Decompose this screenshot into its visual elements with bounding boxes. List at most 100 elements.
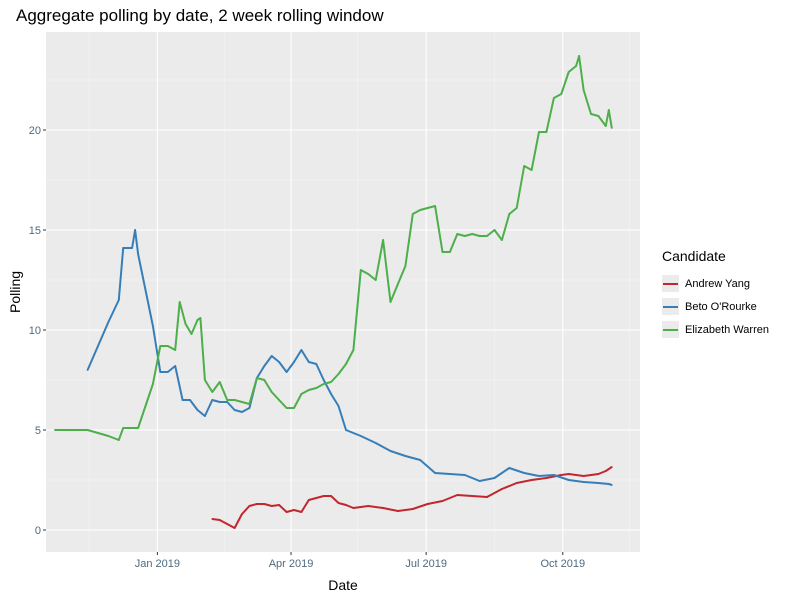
legend-key <box>662 321 679 338</box>
data-point <box>604 125 607 127</box>
data-point <box>263 379 266 381</box>
data-point <box>134 229 137 231</box>
data-point <box>196 409 199 411</box>
data-point <box>248 505 251 507</box>
data-point <box>352 507 355 509</box>
data-point <box>270 505 273 507</box>
data-point <box>300 393 303 395</box>
data-point <box>278 399 280 401</box>
data-point <box>560 93 563 95</box>
data-point <box>300 511 303 513</box>
y-tick-label: 15 <box>29 225 41 237</box>
x-axis-title: Date <box>328 577 358 593</box>
legend-label: Andrew Yang <box>685 277 751 290</box>
data-point <box>359 435 362 437</box>
data-point <box>307 361 310 363</box>
data-point <box>374 279 377 281</box>
data-point <box>97 432 99 434</box>
data-point <box>345 429 347 431</box>
data-point <box>404 265 407 267</box>
data-point <box>478 235 481 237</box>
data-point <box>382 507 384 509</box>
data-point <box>117 299 120 301</box>
data-point <box>211 518 214 520</box>
data-point <box>226 401 229 403</box>
data-point <box>278 361 280 363</box>
axes: 0 5 10 15 20 Jan 2019 Apr 2019 Jul 2019 Oct 2019 <box>29 125 585 570</box>
data-point <box>523 472 526 474</box>
data-point <box>307 499 310 501</box>
data-point <box>486 235 488 237</box>
data-point <box>337 502 340 504</box>
data-point <box>607 483 610 485</box>
data-point <box>248 403 251 405</box>
data-point <box>293 509 295 511</box>
data-point <box>567 71 570 73</box>
data-point <box>501 239 503 241</box>
y-tick-label: 20 <box>29 125 41 137</box>
data-point <box>523 165 526 167</box>
data-point <box>578 55 580 57</box>
data-point <box>607 109 610 111</box>
legend-key <box>662 298 679 315</box>
data-point <box>397 283 399 285</box>
data-point <box>382 239 384 241</box>
data-point <box>471 233 474 235</box>
y-tick-label: 5 <box>35 425 41 437</box>
data-point <box>107 321 110 323</box>
data-point <box>501 488 503 490</box>
data-point <box>166 345 169 347</box>
data-point <box>515 207 518 209</box>
data-point <box>367 505 370 507</box>
data-point <box>597 473 600 475</box>
x-tick-label: Oct 2019 <box>540 558 585 570</box>
series-lines <box>54 55 613 529</box>
x-tick-label: Jul 2019 <box>405 558 447 570</box>
data-point <box>322 383 325 385</box>
data-point <box>122 247 125 249</box>
data-point <box>233 399 236 401</box>
data-point <box>241 401 243 403</box>
data-point <box>597 482 600 484</box>
data-point <box>322 495 325 497</box>
data-point <box>419 209 422 211</box>
data-point <box>545 477 548 479</box>
grid-lines <box>46 32 640 552</box>
data-point <box>204 379 206 381</box>
data-point <box>211 399 214 401</box>
data-point <box>178 301 181 303</box>
data-point <box>233 527 236 529</box>
data-point <box>359 269 362 271</box>
data-point <box>122 427 125 429</box>
x-tick-label: Jan 2019 <box>135 558 180 570</box>
data-point <box>137 427 140 429</box>
data-point <box>456 494 459 496</box>
data-point <box>204 415 206 417</box>
y-axis-title: Polling <box>7 271 23 313</box>
data-point <box>337 405 340 407</box>
data-point <box>233 409 236 411</box>
legend-label: Beto O'Rourke <box>685 300 757 313</box>
data-point <box>426 207 429 209</box>
data-point <box>441 251 444 253</box>
data-point <box>241 513 243 515</box>
data-point <box>76 429 79 431</box>
data-point <box>597 115 600 117</box>
data-point <box>270 391 273 393</box>
data-point <box>218 381 221 383</box>
data-point <box>300 349 303 351</box>
data-point <box>567 473 570 475</box>
data-point <box>419 459 422 461</box>
data-point <box>256 377 258 379</box>
y-tick-label: 0 <box>35 525 41 537</box>
data-point <box>359 506 362 508</box>
data-point <box>590 113 592 115</box>
data-point <box>404 455 407 457</box>
data-point <box>575 65 577 67</box>
data-point <box>107 435 110 437</box>
data-point <box>285 371 288 373</box>
data-point <box>449 473 451 475</box>
data-point <box>337 373 340 375</box>
legend-swatch <box>663 283 678 285</box>
